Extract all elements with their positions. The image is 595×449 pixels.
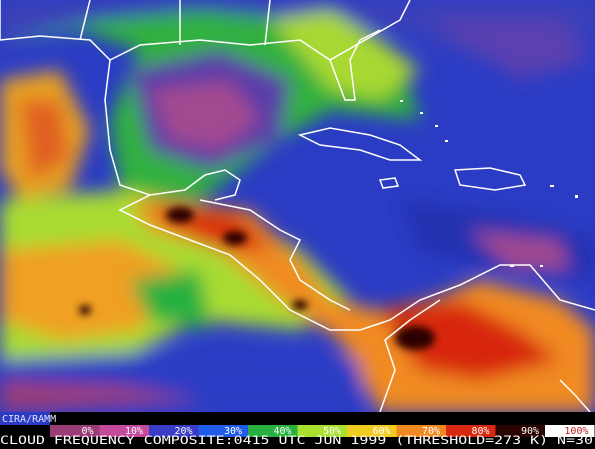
legend-swatch [50,425,100,437]
legend-swatch [149,425,199,437]
legend-swatch [297,425,347,437]
legend-label: 20% [174,426,192,437]
legend-label: 70% [422,426,440,437]
legend-swatch [347,425,397,437]
legend-swatch [396,425,446,437]
caption: CLOUD FREQUENCY COMPOSITE:0415 UTC JUN 1… [0,434,593,447]
islands [400,100,578,267]
legend-label: 100% [564,426,588,437]
legend-label: 0% [81,426,93,437]
credit-box [0,412,50,425]
legend-swatch [545,425,595,437]
legend-label: 10% [125,426,143,437]
legend-swatch [495,425,545,437]
legend-label: 90% [521,426,539,437]
legend-swatch [198,425,248,437]
legend-label: 40% [273,426,291,437]
legend-label: 30% [224,426,242,437]
coastlines [0,0,595,412]
legend-swatch [248,425,298,437]
legend-label: 50% [323,426,341,437]
legend-swatch [99,425,149,437]
credit: CIRA/RAMM [2,414,56,425]
cloud-map [0,0,595,412]
legend-swatch [446,425,496,437]
legend-label: 60% [372,426,390,437]
legend: 0% 10% 20% 30% 40% 50% 60% 70% 80% 90% 100% [50,425,595,437]
legend-label: 80% [471,426,489,437]
